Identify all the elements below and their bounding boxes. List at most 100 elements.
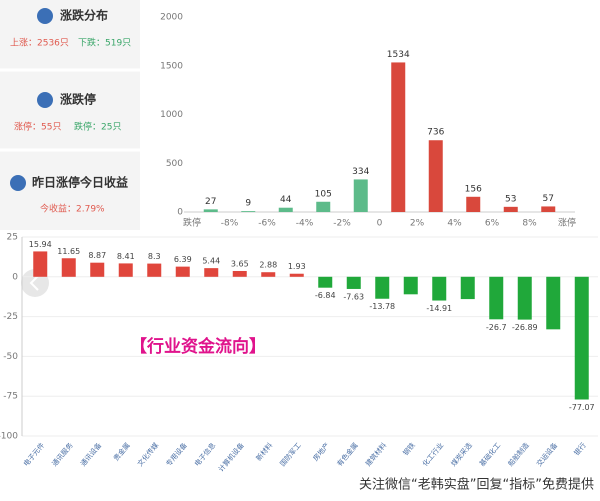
bar: [353, 179, 368, 212]
x-tick-label: 煤炭采选: [449, 441, 474, 468]
x-tick-label: 钢铁: [401, 441, 417, 458]
y-tick-label: -75: [3, 392, 18, 402]
bar: [203, 209, 218, 212]
value-label: 1534: [387, 50, 410, 60]
value-label: 5.44: [202, 257, 220, 266]
bar: [261, 272, 276, 277]
y-tick-label: -25: [3, 312, 18, 322]
x-tick-label: -4%: [296, 219, 314, 229]
x-tick-label: 银行: [572, 441, 588, 458]
y-tick-label: 500: [166, 159, 183, 169]
x-tick-label: 6%: [485, 219, 500, 229]
bar: [489, 276, 504, 320]
x-tick-label: 涨停: [558, 217, 576, 229]
value-label: -77.07: [569, 403, 595, 412]
x-tick-label: -8%: [221, 219, 239, 229]
x-tick-label: -6%: [258, 219, 276, 229]
bar: [460, 276, 475, 300]
bar: [346, 276, 361, 289]
annotation: 【行业资金流向】: [130, 336, 266, 357]
value-label: -7.63: [343, 292, 364, 301]
x-tick-label: 交运设备: [534, 441, 559, 468]
y-tick-label: -50: [3, 352, 18, 362]
x-tick-label: 文化传媒: [135, 441, 160, 468]
value-label: 156: [465, 184, 482, 194]
x-tick-label: 化工行业: [420, 441, 445, 468]
bar: [147, 263, 162, 277]
value-label: 8.41: [117, 252, 135, 261]
value-label: 105: [315, 189, 332, 199]
bar: [391, 62, 406, 213]
value-label: -6.84: [315, 291, 336, 300]
stat: 下跌：519只: [78, 38, 131, 49]
watermark-bg: [270, 472, 600, 497]
side-panel: [0, 0, 140, 230]
bar: [432, 276, 447, 301]
x-tick-label: 8%: [522, 219, 537, 229]
y-tick-label: 0: [12, 272, 18, 282]
x-tick-label: 船舶制造: [506, 441, 531, 468]
bar: [318, 276, 333, 288]
value-label: -14.91: [426, 304, 452, 313]
x-tick-label: 贵金属: [111, 441, 131, 463]
stat: 涨停：55只: [14, 121, 61, 133]
x-tick-label: 新材料: [254, 441, 274, 463]
y-tick-label: 1500: [160, 61, 183, 71]
value-label: 44: [280, 195, 292, 205]
value-label: 334: [352, 167, 369, 177]
x-tick-label: 通讯服务: [50, 441, 75, 468]
value-label: 1.93: [288, 262, 306, 271]
value-label: 8.87: [88, 251, 106, 260]
value-label: 736: [427, 128, 444, 138]
x-tick-label: 电子信息: [192, 441, 217, 468]
value-label: 57: [543, 194, 554, 204]
y-tick-label: 2000: [160, 13, 183, 23]
x-tick-label: 跌停: [183, 217, 201, 229]
x-tick-label: 房地产: [311, 441, 331, 463]
x-tick-label: 通讯设备: [78, 441, 103, 468]
bar: [33, 251, 48, 277]
y-tick-label: 1000: [160, 110, 183, 120]
x-tick-label: 计算机设备: [216, 441, 245, 474]
x-tick-label: 有色金属: [335, 441, 360, 468]
x-tick-label: 2%: [410, 219, 425, 229]
prev-arrow: [29, 275, 39, 291]
x-tick-label: 基础化工: [477, 441, 502, 468]
bar: [503, 206, 518, 212]
y-tick-label: 25: [7, 233, 18, 243]
bar: [316, 201, 331, 212]
bar: [175, 266, 190, 277]
bar: [90, 262, 105, 277]
stat: 上涨：2536只: [10, 38, 69, 49]
x-tick-label: 建筑材料: [363, 441, 388, 468]
x-tick-label: 4%: [447, 219, 462, 229]
y-tick-label: 0: [177, 208, 183, 218]
bar: [428, 140, 443, 212]
x-tick-label: 0: [377, 219, 383, 229]
bar: [204, 268, 219, 277]
x-tick-label: 专用设备: [164, 441, 189, 468]
value-label: -26.7: [486, 323, 507, 332]
x-tick-label: -2%: [333, 219, 351, 229]
value-label: 11.65: [57, 247, 80, 256]
stat: 今收益：2.79%: [40, 203, 105, 215]
y-tick-label: -100: [0, 432, 18, 442]
bar: [403, 276, 418, 295]
value-label: 6.39: [174, 255, 192, 264]
bar: [546, 276, 561, 330]
icon: [37, 92, 53, 108]
value-label: -13.78: [369, 302, 395, 311]
bar: [118, 263, 133, 277]
x-tick-label: 电子元件: [21, 441, 46, 468]
bar: [278, 207, 293, 212]
card-title: 涨跌停: [60, 92, 96, 107]
card-title: 昨日涨停今日收益: [32, 175, 128, 190]
value-label: 2.88: [259, 261, 277, 270]
bar: [61, 258, 76, 277]
stat: 跌停：25只: [74, 121, 121, 133]
value-label: 27: [205, 197, 216, 207]
value-label: 53: [505, 194, 516, 204]
watermark: 关注微信“老韩实盘”回复“指标”免费提供: [359, 477, 594, 493]
bar: [289, 273, 304, 277]
